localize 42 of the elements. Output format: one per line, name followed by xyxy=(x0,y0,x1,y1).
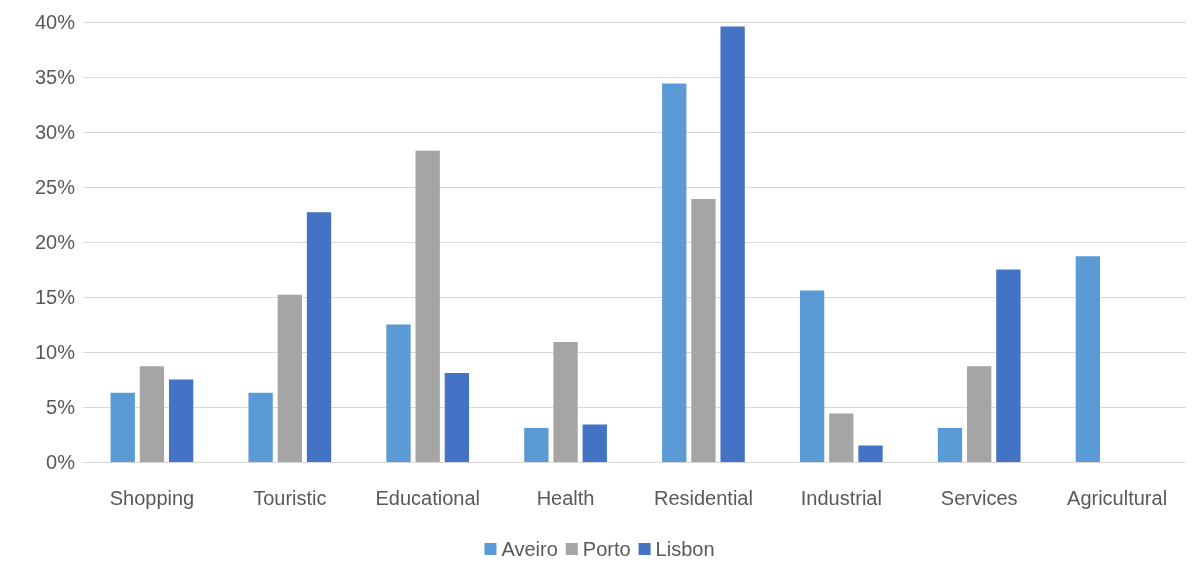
y-tick-label: 5% xyxy=(46,396,76,418)
bar xyxy=(691,199,716,462)
bar xyxy=(524,427,549,462)
bar xyxy=(858,445,883,462)
bar xyxy=(168,379,194,462)
y-tick-label: 20% xyxy=(34,231,76,253)
bar xyxy=(553,342,578,462)
x-tick-label: Residential xyxy=(653,487,753,509)
bar xyxy=(582,424,607,462)
bar xyxy=(277,294,302,462)
y-tick-label: 0% xyxy=(46,451,76,473)
bar xyxy=(996,269,1021,462)
bar xyxy=(139,366,165,462)
x-tick-label: Touristic xyxy=(253,487,327,509)
x-tick-label: Educational xyxy=(375,487,480,509)
y-tick-label: 30% xyxy=(34,121,76,143)
y-tick-label: 25% xyxy=(34,176,76,198)
y-tick-label: 10% xyxy=(34,341,76,363)
bar xyxy=(720,26,745,462)
bar xyxy=(829,413,854,462)
bar xyxy=(967,366,992,462)
bar xyxy=(306,212,332,462)
legend-label: Porto xyxy=(582,538,631,560)
legend-label: Aveiro xyxy=(501,538,558,560)
legend-label: Lisbon xyxy=(655,538,715,560)
x-tick-label: Industrial xyxy=(800,487,882,509)
bar xyxy=(662,83,687,462)
x-tick-label: Agricultural xyxy=(1067,487,1168,509)
bar xyxy=(937,427,963,462)
y-tick-label: 35% xyxy=(34,66,76,88)
bar xyxy=(799,290,825,462)
x-tick-label: Services xyxy=(940,487,1018,509)
x-tick-label: Shopping xyxy=(109,487,195,509)
bar xyxy=(415,150,440,462)
y-tick-label: 15% xyxy=(34,286,76,308)
bar xyxy=(110,392,135,462)
bar xyxy=(1075,256,1101,462)
bar xyxy=(386,324,411,462)
bar xyxy=(248,392,273,462)
bar xyxy=(444,372,470,462)
x-tick-label: Health xyxy=(536,487,595,509)
y-tick-label: 40% xyxy=(34,11,76,33)
